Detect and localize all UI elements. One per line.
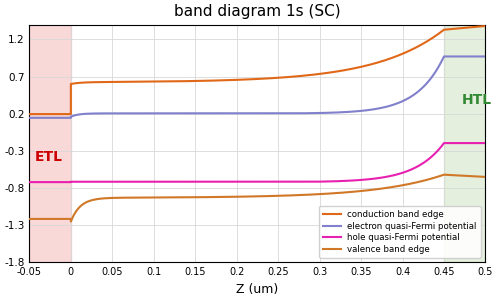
conduction band edge bbox=[210, 79, 216, 83]
valence band edge bbox=[482, 175, 488, 179]
Line: hole quasi-Fermi potential: hole quasi-Fermi potential bbox=[30, 143, 485, 182]
electron quasi-Fermi potential bbox=[441, 55, 447, 58]
Bar bbox=[444, 25, 486, 262]
valence band edge bbox=[294, 194, 300, 197]
valence band edge bbox=[272, 194, 278, 198]
valence band edge bbox=[351, 190, 357, 194]
hole quasi-Fermi potential bbox=[210, 180, 216, 184]
conduction band edge bbox=[293, 75, 299, 78]
electron quasi-Fermi potential bbox=[482, 55, 488, 58]
hole quasi-Fermi potential bbox=[482, 141, 488, 145]
electron quasi-Fermi potential bbox=[210, 112, 216, 115]
valence band edge bbox=[211, 195, 217, 199]
hole quasi-Fermi potential bbox=[441, 141, 447, 145]
valence band edge bbox=[441, 173, 447, 176]
Legend: conduction band edge, electron quasi-Fermi potential, hole quasi-Fermi potential: conduction band edge, electron quasi-Fer… bbox=[319, 206, 481, 258]
valence band edge bbox=[162, 196, 168, 199]
electron quasi-Fermi potential bbox=[272, 112, 278, 115]
electron quasi-Fermi potential bbox=[428, 76, 434, 80]
Text: ETL: ETL bbox=[35, 150, 63, 164]
conduction band edge bbox=[428, 37, 434, 41]
conduction band edge bbox=[26, 112, 32, 116]
hole quasi-Fermi potential bbox=[26, 180, 32, 184]
Line: conduction band edge: conduction band edge bbox=[30, 26, 485, 114]
hole quasi-Fermi potential bbox=[350, 179, 356, 182]
conduction band edge bbox=[272, 76, 278, 80]
electron quasi-Fermi potential bbox=[350, 110, 356, 113]
X-axis label: Z (um): Z (um) bbox=[236, 283, 279, 296]
hole quasi-Fermi potential bbox=[160, 180, 166, 184]
Bar bbox=[30, 25, 71, 262]
Line: electron quasi-Fermi potential: electron quasi-Fermi potential bbox=[30, 56, 485, 118]
Line: valence band edge: valence band edge bbox=[30, 175, 485, 221]
Title: band diagram 1s (SC): band diagram 1s (SC) bbox=[174, 4, 340, 19]
hole quasi-Fermi potential bbox=[428, 155, 434, 159]
hole quasi-Fermi potential bbox=[272, 180, 278, 184]
hole quasi-Fermi potential bbox=[293, 180, 299, 184]
electron quasi-Fermi potential bbox=[293, 112, 299, 115]
valence band edge bbox=[26, 217, 32, 221]
conduction band edge bbox=[350, 67, 356, 70]
conduction band edge bbox=[160, 80, 166, 83]
Text: HTL: HTL bbox=[462, 93, 492, 107]
valence band edge bbox=[68, 220, 74, 223]
valence band edge bbox=[429, 177, 435, 180]
conduction band edge bbox=[482, 24, 488, 28]
electron quasi-Fermi potential bbox=[160, 112, 166, 115]
electron quasi-Fermi potential bbox=[26, 116, 32, 120]
